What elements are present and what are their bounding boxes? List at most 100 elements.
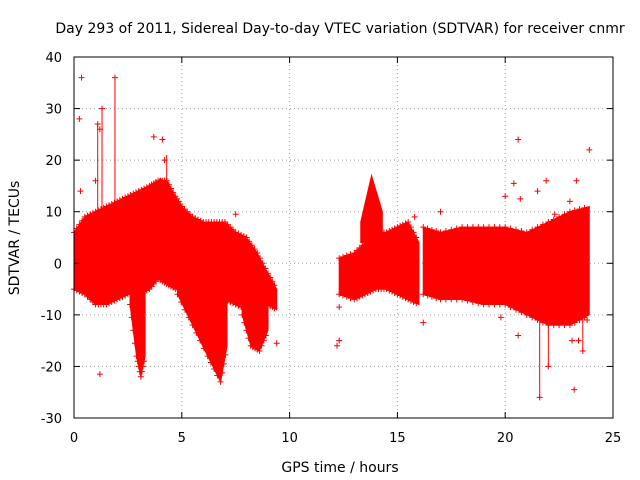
data-point <box>194 283 201 290</box>
data-point <box>116 295 123 302</box>
data-point <box>561 211 568 218</box>
data-point <box>220 360 227 367</box>
data-point <box>127 301 134 308</box>
data-point <box>207 359 214 366</box>
data-point <box>453 296 460 303</box>
data-point <box>138 186 145 193</box>
data-point <box>114 198 121 205</box>
data-point <box>256 347 263 354</box>
data-point <box>194 216 201 223</box>
data-point <box>356 244 363 251</box>
data-point <box>359 292 366 299</box>
data-point <box>402 295 409 302</box>
data-point <box>584 317 591 324</box>
data-point <box>370 287 377 294</box>
y-tick-label: -10 <box>41 309 62 324</box>
data-point <box>130 190 137 197</box>
data-point <box>96 126 103 133</box>
data-point <box>581 204 588 211</box>
data-point <box>534 224 541 231</box>
data-point <box>389 288 396 295</box>
y-axis-label: SDTVAR / TECUs <box>7 181 23 296</box>
data-point <box>399 221 406 228</box>
data-point <box>200 345 207 352</box>
chart-title: Day 293 of 2011, Sidereal Day-to-day VTE… <box>55 21 624 37</box>
data-point <box>510 180 517 187</box>
data-point <box>84 212 91 219</box>
data-point <box>389 226 396 233</box>
data-point <box>189 213 196 220</box>
data-point <box>437 296 444 303</box>
data-point <box>92 208 99 215</box>
y-tick-label: 0 <box>54 257 62 272</box>
data-point <box>197 217 204 224</box>
data-point <box>491 301 498 308</box>
y-tick-label: -20 <box>41 360 62 375</box>
data-point <box>339 292 346 299</box>
data-point <box>96 371 103 378</box>
data-point <box>405 219 412 226</box>
data-point <box>367 288 374 295</box>
data-point <box>251 246 258 253</box>
data-point <box>566 322 573 329</box>
data-point <box>475 300 482 307</box>
data-point <box>459 224 466 231</box>
data-point <box>138 289 145 296</box>
data-point <box>576 206 583 213</box>
data-point <box>267 274 274 281</box>
data-point <box>168 185 175 192</box>
data-point <box>515 136 522 143</box>
data-point <box>159 136 166 143</box>
data-point <box>442 296 449 303</box>
data-point <box>216 293 223 300</box>
data-point <box>465 283 472 290</box>
data-point <box>79 289 86 296</box>
data-point <box>230 300 237 307</box>
data-point <box>566 208 573 215</box>
data-point <box>111 297 118 304</box>
data-point <box>383 286 390 293</box>
data-point <box>428 293 435 300</box>
data-point <box>245 335 252 342</box>
data-point <box>536 394 543 401</box>
data-point <box>397 292 404 299</box>
data-point <box>217 378 224 385</box>
data-point <box>92 177 99 184</box>
data-point <box>232 229 239 236</box>
data-point <box>480 301 487 308</box>
y-tick-label: -30 <box>41 412 62 427</box>
data-point <box>367 234 374 241</box>
data-point <box>73 287 80 294</box>
data-point <box>232 211 239 218</box>
data-point <box>543 177 550 184</box>
data-point <box>397 222 404 229</box>
data-point <box>76 221 83 228</box>
data-point <box>235 302 242 309</box>
data-point <box>254 249 261 256</box>
data-point <box>238 231 245 238</box>
data-point <box>138 368 145 375</box>
data-point <box>424 225 431 232</box>
data-point <box>103 301 110 308</box>
data-point <box>133 353 140 360</box>
data-point <box>343 293 350 300</box>
data-point <box>424 292 431 299</box>
data-point <box>502 193 509 200</box>
data-point <box>219 295 226 302</box>
data-point <box>569 337 576 344</box>
data-point <box>81 291 88 298</box>
data-point <box>222 351 229 358</box>
data-point <box>185 314 192 321</box>
data-point <box>116 197 123 204</box>
data-point <box>391 289 398 296</box>
data-point <box>239 311 246 318</box>
data-point <box>571 207 578 214</box>
data-point <box>127 191 134 198</box>
data-point <box>502 224 509 231</box>
data-point <box>581 314 588 321</box>
data-point <box>178 203 185 210</box>
data-point <box>518 309 525 316</box>
data-point <box>459 296 466 303</box>
data-point <box>260 337 267 344</box>
data-point <box>523 311 530 318</box>
